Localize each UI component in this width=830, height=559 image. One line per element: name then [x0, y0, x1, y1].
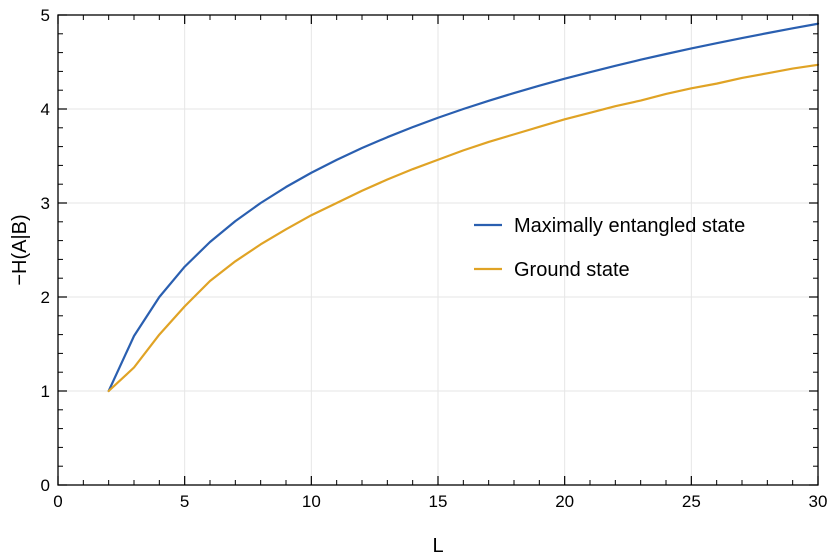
series-lines [107, 22, 820, 393]
x-tick-label: 0 [53, 492, 62, 511]
y-tick-label: 3 [41, 194, 50, 213]
series-line-ground-state [107, 63, 820, 393]
axis-ticks [57, 14, 819, 486]
x-tick-label: 5 [180, 492, 189, 511]
legend-label-ground-state: Ground state [514, 259, 630, 281]
legend-label-maximally-entangled: Maximally entangled state [514, 215, 745, 237]
y-tick-label: 4 [41, 100, 50, 119]
y-axis-label: −H(A|B) [9, 214, 31, 285]
y-tick-label: 0 [41, 476, 50, 495]
tick-labels: 0 5 10 15 20 25 30 0 1 2 3 4 5 [41, 6, 828, 511]
y-tick-label: 5 [41, 6, 50, 25]
x-tick-label: 30 [809, 492, 828, 511]
y-tick-label: 2 [41, 288, 50, 307]
y-tick-label: 1 [41, 382, 50, 401]
legend: Maximally entangled state Ground state [474, 215, 745, 281]
x-tick-label: 25 [682, 492, 701, 511]
x-tick-label: 10 [302, 492, 321, 511]
x-axis-label: L [432, 535, 443, 557]
x-tick-label: 20 [555, 492, 574, 511]
x-tick-label: 15 [429, 492, 448, 511]
series-line-maximally-entangled [107, 22, 820, 393]
